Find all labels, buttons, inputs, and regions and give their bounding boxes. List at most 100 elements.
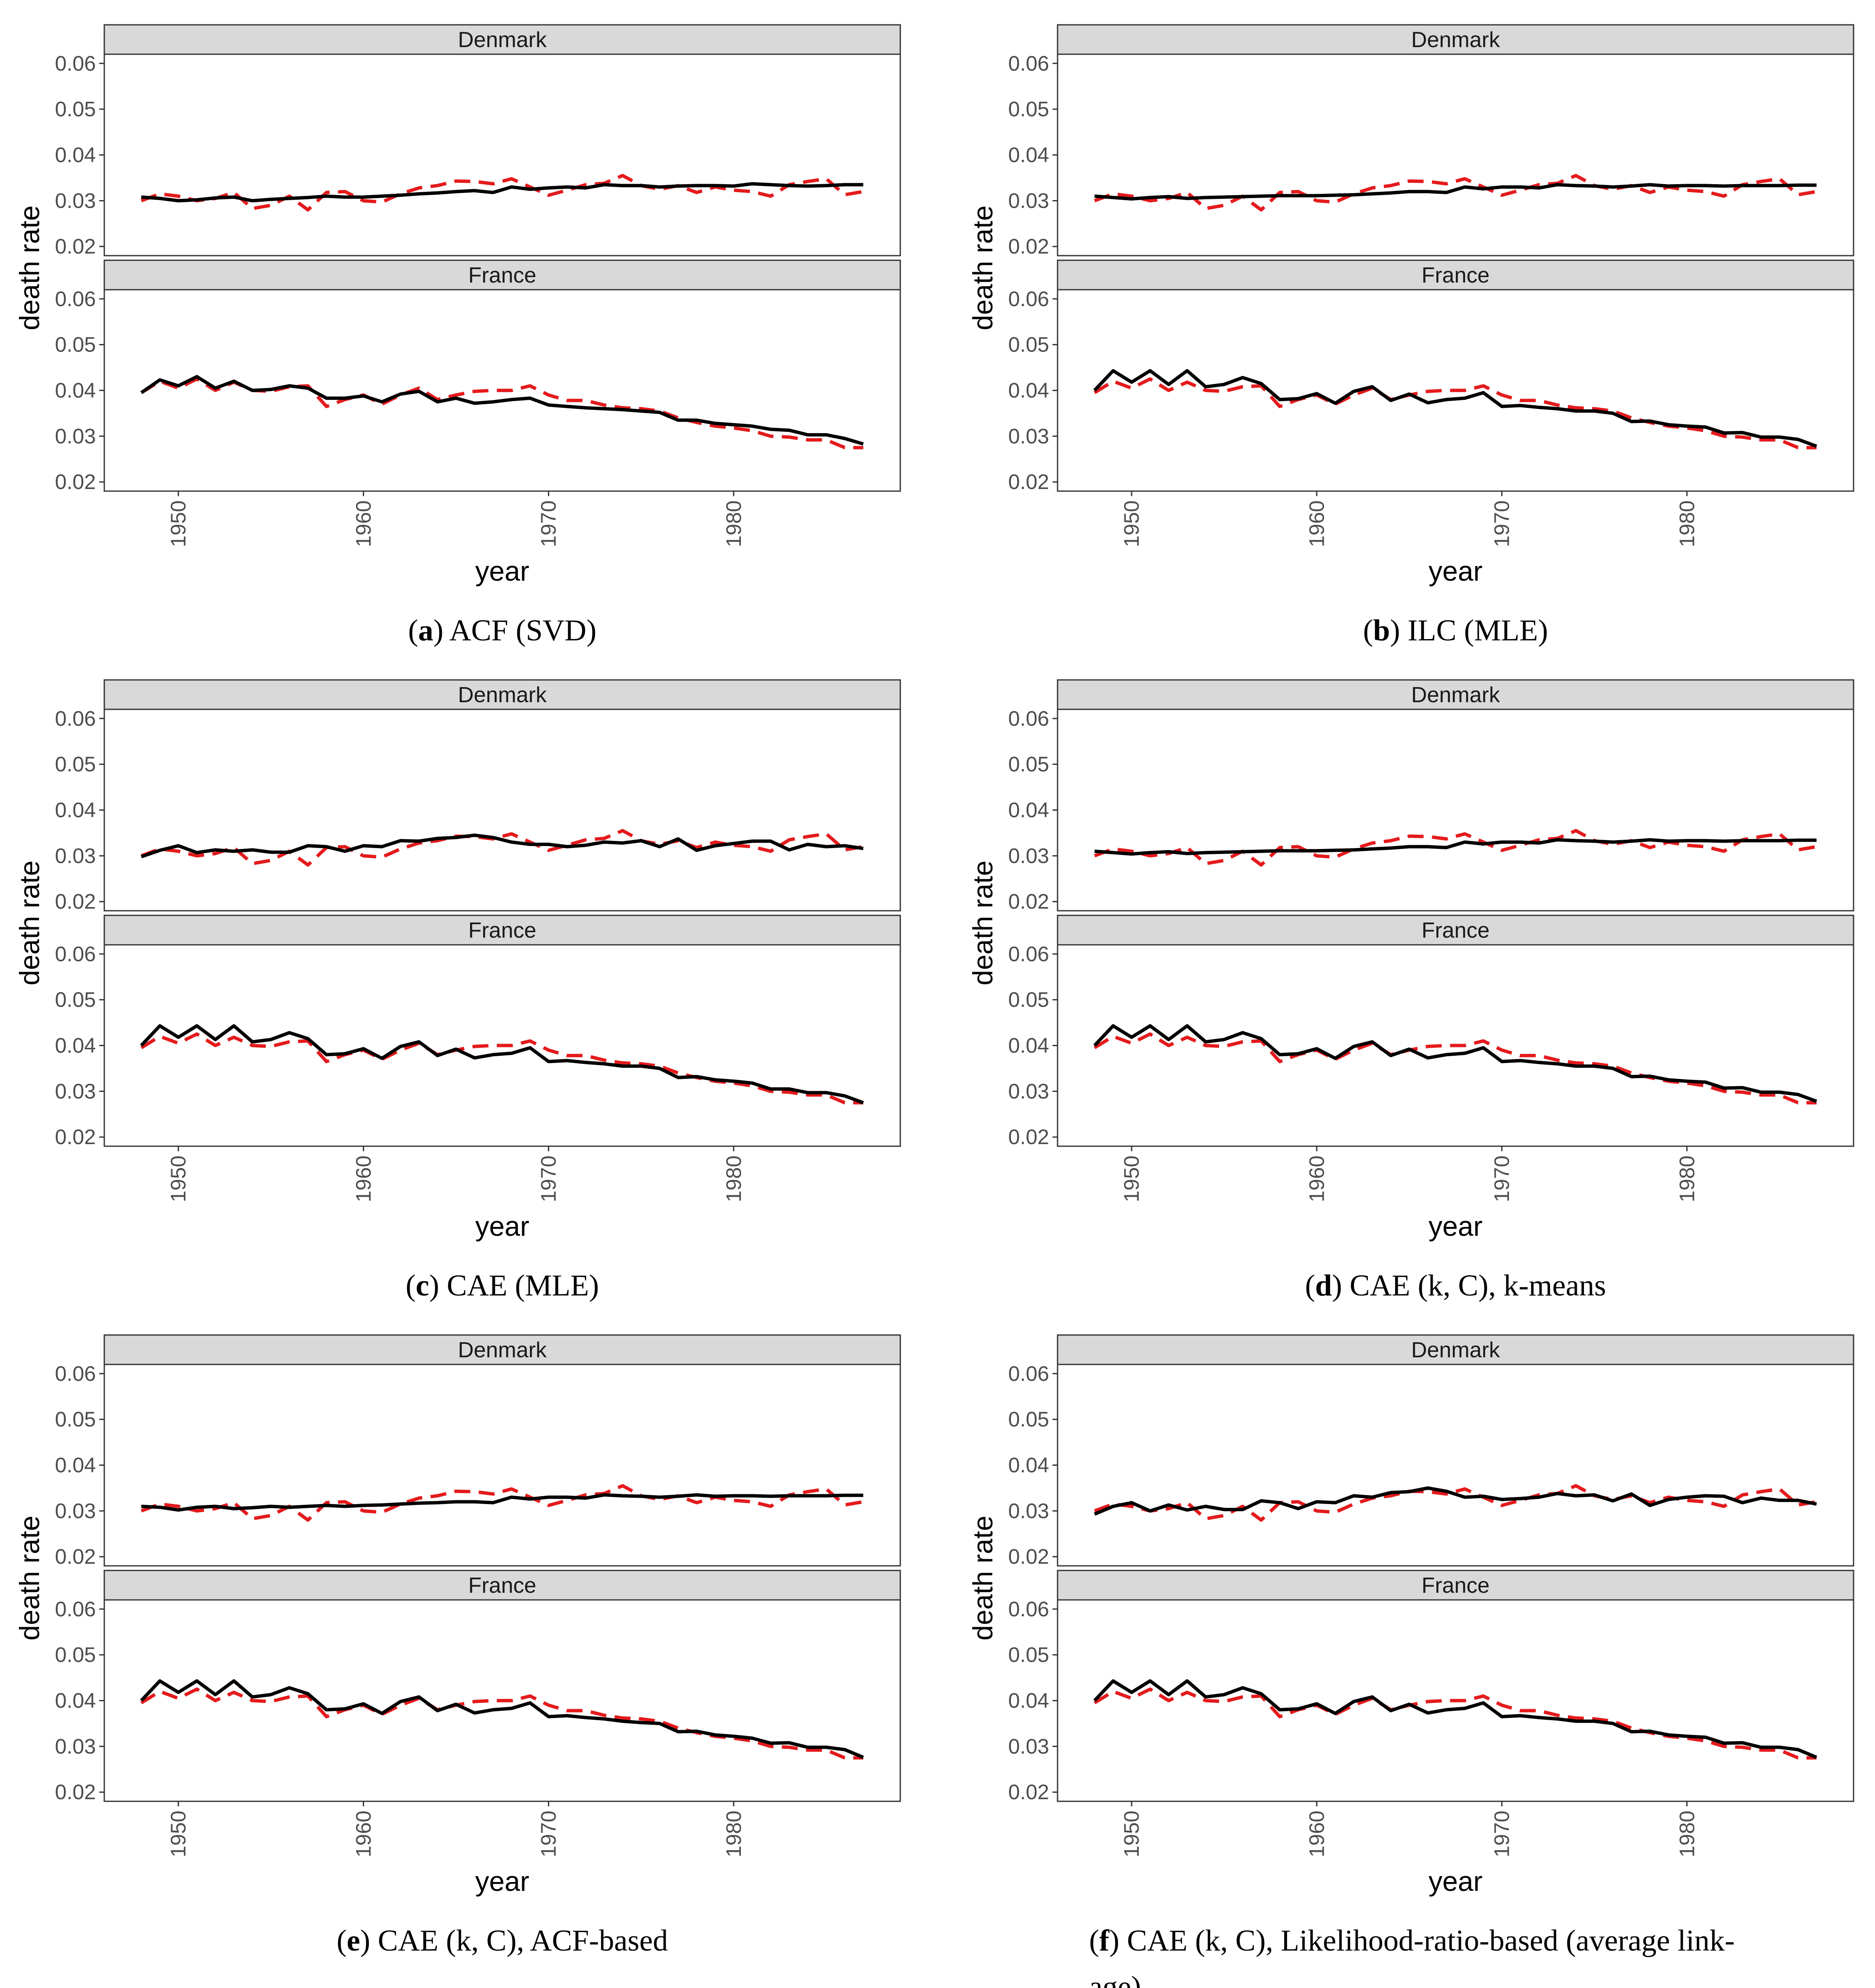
series-line-observed	[140, 174, 864, 212]
x-tick-label: 1960	[352, 1811, 375, 1857]
y-tick-label: 0.02	[1008, 235, 1049, 258]
caption-paren-open: (	[337, 1924, 347, 1957]
y-tick-label: 0.04	[1008, 1034, 1049, 1057]
y-tick-label: 0.02	[55, 235, 96, 258]
caption-body: CAE (k, C), Likelihood-ratio-based (aver…	[1127, 1924, 1735, 1957]
x-tick-label: 1950	[167, 1155, 190, 1202]
x-tick-label: 1950	[1120, 500, 1143, 547]
x-tick-label: 1950	[167, 500, 190, 547]
series-line-fitted	[1093, 369, 1817, 448]
caption-paren-open: (	[406, 1269, 416, 1302]
y-tick-label: 0.05	[55, 98, 96, 121]
caption-label: b	[1373, 613, 1390, 647]
y-tick-label: 0.06	[55, 52, 96, 75]
x-tick-label: 1970	[1490, 500, 1514, 547]
x-tick-label: 1950	[167, 1811, 190, 1857]
panel-title: Denmark	[458, 28, 547, 52]
series-line-fitted	[140, 833, 864, 859]
y-tick-label: 0.03	[1008, 844, 1049, 867]
x-tick-label: 1980	[1675, 500, 1699, 547]
caption-paren-close: )	[1390, 613, 1408, 647]
caption-paren-close: )	[1332, 1269, 1350, 1302]
caption-body: ACF (SVD)	[449, 613, 596, 647]
subfigure-caption-line2: age)	[1089, 1970, 1141, 1988]
subfigure-caption: (c) CAE (MLE)	[406, 1269, 599, 1302]
strip-background	[103, 24, 901, 55]
panel-denmark: Denmark 0.02 0.03 0.04 0.05 0.06	[55, 679, 901, 913]
y-tick-label: 0.03	[1008, 424, 1049, 448]
y-tick-label: 0.06	[1008, 1362, 1049, 1385]
x-tick-label: 1950	[1120, 1155, 1143, 1202]
caption-paren-close: )	[429, 1269, 447, 1302]
plot-area	[103, 708, 901, 912]
x-tick-label: 1970	[537, 500, 561, 547]
caption-paren-close: )	[1109, 1924, 1127, 1957]
y-tick-label: 0.03	[55, 189, 96, 212]
series-line-fitted	[1093, 1024, 1817, 1103]
y-tick-label: 0.04	[55, 379, 96, 402]
panel-denmark: Denmark 0.02 0.03 0.04 0.05 0.06	[1008, 679, 1854, 913]
caption-paren-open: (	[1363, 613, 1373, 647]
caption-body: CAE (MLE)	[447, 1269, 599, 1302]
y-tick-label: 0.04	[55, 798, 96, 822]
x-tick-label: 1970	[537, 1155, 561, 1202]
y-tick-label: 0.04	[55, 1034, 96, 1057]
y-tick-label: 0.03	[1008, 1079, 1049, 1103]
chart-a: Denmark 0.02 0.03 0.04 0.05 0.06 France 0.02 0.0…	[14, 24, 901, 647]
strip-background	[103, 679, 901, 710]
caption-paren-close: )	[433, 613, 449, 647]
x-axis-title: year	[1428, 1211, 1482, 1242]
y-tick-label: 0.06	[1008, 52, 1049, 75]
panel-title: France	[1422, 1573, 1490, 1598]
caption-label: a	[418, 613, 433, 647]
series-line-fitted	[141, 1493, 863, 1512]
y-tick-label: 0.02	[55, 1780, 96, 1804]
strip-background	[103, 259, 901, 291]
panel-france: France 0.02 0.03 0.04 0.05 0.06	[55, 1570, 901, 1804]
series-line-observed	[1093, 1032, 1817, 1105]
y-tick-label: 0.06	[55, 1597, 96, 1621]
y-tick-label: 0.06	[55, 942, 96, 966]
y-tick-label: 0.06	[55, 1362, 96, 1385]
panel-denmark: Denmark 0.02 0.03 0.04 0.05 0.06	[55, 1334, 901, 1568]
y-tick-label: 0.04	[1008, 379, 1049, 402]
y-tick-label: 0.02	[1008, 470, 1049, 494]
y-tick-label: 0.03	[1008, 1734, 1049, 1758]
y-tick-label: 0.02	[1008, 1125, 1049, 1149]
panel-title: France	[468, 263, 537, 288]
y-tick-label: 0.04	[1008, 1689, 1049, 1713]
x-tick-label: 1980	[722, 1155, 746, 1202]
caption-body: ILC (MLE)	[1408, 613, 1548, 647]
panel-title: Denmark	[1411, 683, 1500, 707]
panel-denmark: Denmark 0.02 0.03 0.04 0.05 0.06	[55, 24, 901, 258]
series-line-observed	[1093, 377, 1817, 449]
strip-background	[1057, 24, 1854, 55]
x-tick-label: 1980	[722, 500, 746, 547]
series-line-observed	[1093, 1687, 1817, 1760]
panel-france: France 0.02 0.03 0.04 0.05 0.06	[55, 915, 901, 1149]
y-tick-label: 0.05	[1008, 1408, 1049, 1431]
x-axis-title: year	[475, 555, 529, 587]
y-axis-title: death rate	[14, 1515, 45, 1640]
panel-denmark: Denmark 0.02 0.03 0.04 0.05 0.06	[1008, 1334, 1854, 1568]
caption-label: c	[416, 1269, 429, 1302]
series-line-observed	[140, 829, 864, 867]
chart-f: Denmark 0.02 0.03 0.04 0.05 0.06 France 0.02 0.0…	[967, 1334, 1854, 1988]
x-axis-title: year	[475, 1866, 529, 1897]
series-line-observed	[140, 1687, 863, 1760]
y-tick-label: 0.02	[55, 1545, 96, 1568]
y-tick-label: 0.03	[55, 1499, 96, 1523]
caption-body: CAE (k, C), k-means	[1350, 1269, 1606, 1302]
panel-france: France 0.02 0.03 0.04 0.05 0.06	[55, 259, 901, 494]
y-axis-title: death rate	[967, 205, 998, 330]
panel-denmark: Denmark 0.02 0.03 0.04 0.05 0.06	[1008, 24, 1854, 258]
y-tick-label: 0.03	[55, 1079, 96, 1103]
y-axis-title: death rate	[14, 860, 45, 985]
series-line-observed	[1094, 829, 1817, 867]
caption-paren-close: )	[360, 1924, 378, 1957]
x-tick-label: 1960	[1305, 1811, 1328, 1857]
plot-area	[1057, 1364, 1854, 1567]
series-line-fitted	[141, 182, 863, 203]
series-line-observed	[1094, 1484, 1817, 1522]
